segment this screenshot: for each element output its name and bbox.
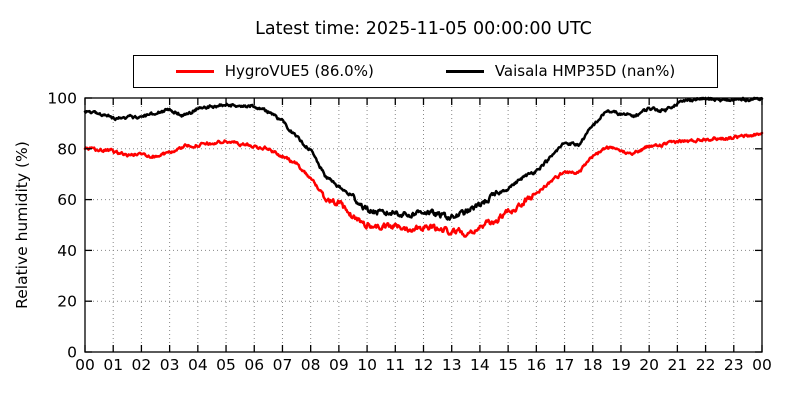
y-tick-label-20: 20 [57, 293, 77, 311]
x-tick-label-12: 12 [414, 356, 434, 374]
x-tick-label-4: 04 [188, 356, 208, 374]
x-tick-label-13: 13 [442, 356, 462, 374]
x-tick-label-22: 22 [696, 356, 716, 374]
legend: HygroVUE5 (86.0%) Vaisala HMP35D (nan%) [133, 55, 718, 88]
x-tick-label-16: 16 [526, 356, 546, 374]
x-tick-label-3: 03 [160, 356, 180, 374]
x-tick-label-8: 08 [301, 356, 321, 374]
x-tick-label-17: 17 [555, 356, 575, 374]
axes-frame [84, 97, 763, 353]
chart-title: Latest time: 2025-11-05 00:00:00 UTC [255, 19, 592, 39]
hygrovue5-line-swatch-icon [175, 70, 214, 73]
series-line-vaisala-hmp35d [83, 96, 764, 221]
y-tick-label-60: 60 [57, 191, 77, 209]
x-tick-label-21: 21 [668, 356, 688, 374]
x-tick-label-7: 07 [273, 356, 293, 374]
legend-label-hmp35d: Vaisala HMP35D (nan%) [494, 62, 676, 80]
x-tick-label-0: 00 [75, 356, 95, 374]
x-tick-label-6: 06 [244, 356, 264, 374]
y-tick-label-0: 0 [67, 344, 77, 362]
x-tick-label-14: 14 [470, 356, 490, 374]
x-tick-label-5: 05 [216, 356, 236, 374]
x-tick-label-18: 18 [583, 356, 603, 374]
legend-item-hygrovue5: HygroVUE5 (86.0%) [175, 62, 374, 80]
hmp35d-line-swatch-icon [445, 70, 484, 73]
x-tick-label-1: 01 [103, 356, 123, 374]
legend-item-hmp35d: Vaisala HMP35D (nan%) [445, 62, 676, 80]
x-tick-label-10: 10 [357, 356, 377, 374]
x-tick-label-11: 11 [385, 356, 405, 374]
series-line-hygrovue5 [83, 131, 764, 238]
x-tick-label-2: 02 [132, 356, 152, 374]
x-tick-label-15: 15 [498, 356, 518, 374]
legend-label-hygrovue5: HygroVUE5 (86.0%) [224, 62, 374, 80]
y-tick-label-40: 40 [57, 242, 77, 260]
x-tick-label-20: 20 [639, 356, 659, 374]
y-tick-label-80: 80 [57, 140, 77, 158]
x-tick-label-9: 09 [329, 356, 349, 374]
x-tick-label-19: 19 [611, 356, 631, 374]
x-tick-label-23: 23 [724, 356, 744, 374]
x-tick-label-24: 00 [752, 356, 772, 374]
y-tick-label-100: 100 [47, 90, 77, 108]
